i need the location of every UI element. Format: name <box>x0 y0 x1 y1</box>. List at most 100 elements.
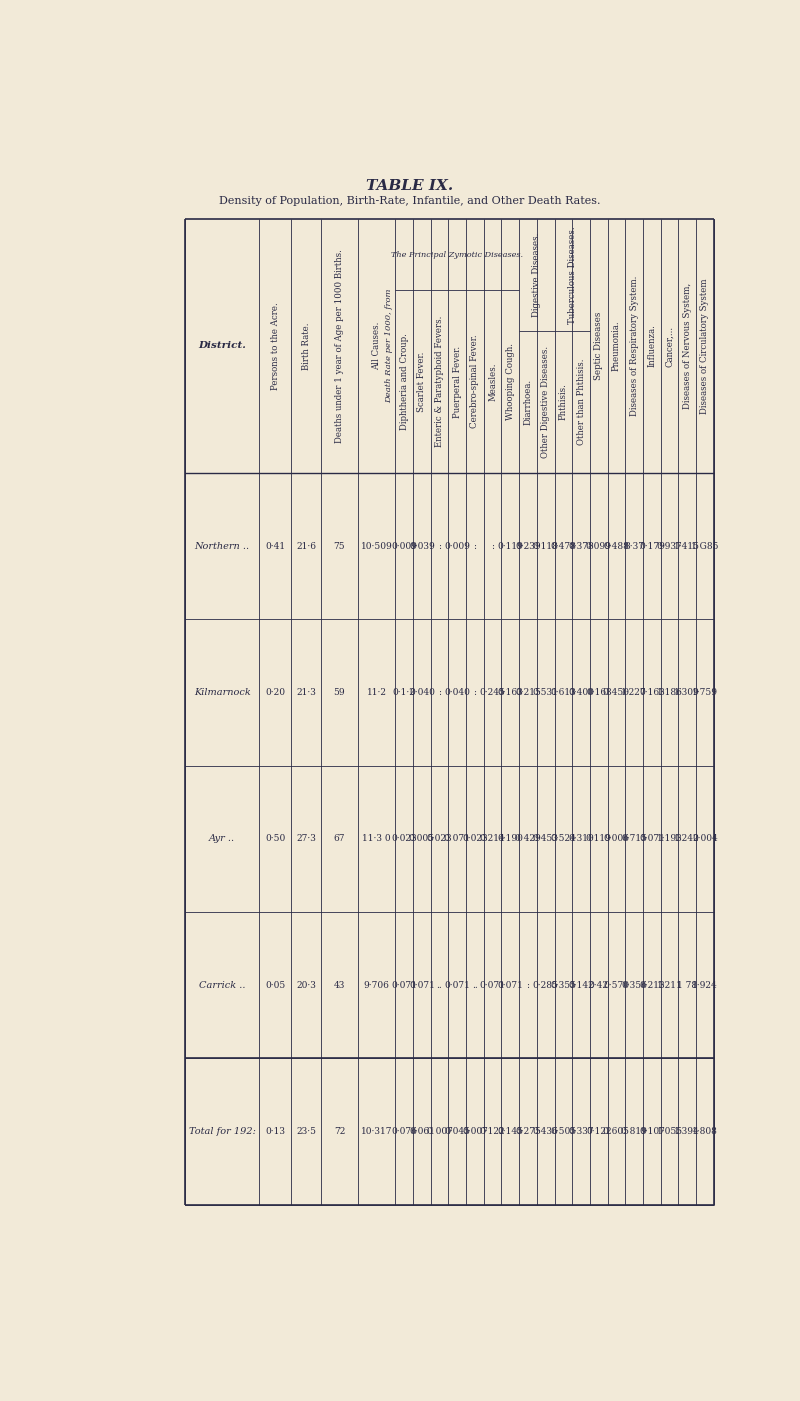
Text: 0·145: 0·145 <box>498 1126 523 1136</box>
Text: 1·211: 1·211 <box>657 981 682 989</box>
Text: :: : <box>491 542 494 551</box>
Text: 0·355: 0·355 <box>550 981 576 989</box>
Text: 0·378: 0·378 <box>568 542 594 551</box>
Text: 1·759: 1·759 <box>692 688 718 696</box>
Text: 0·009: 0·009 <box>444 542 470 551</box>
Text: Phthisis.: Phthisis. <box>559 384 568 420</box>
Text: 0·1·2: 0·1·2 <box>393 688 415 696</box>
Text: 0 605: 0 605 <box>603 1126 630 1136</box>
Text: 0 429: 0 429 <box>515 834 541 843</box>
Text: 67: 67 <box>334 834 346 843</box>
Text: 0·118: 0·118 <box>533 542 558 551</box>
Text: 23·5: 23·5 <box>296 1126 316 1136</box>
Text: 0·20: 0·20 <box>265 688 285 696</box>
Text: 0·505: 0·505 <box>550 1126 577 1136</box>
Text: 0·099: 0·099 <box>586 542 612 551</box>
Text: 0·41: 0·41 <box>265 542 286 551</box>
Text: Diseases of Circulatory System: Diseases of Circulatory System <box>701 279 710 413</box>
Text: Ayr ..: Ayr .. <box>209 834 235 843</box>
Text: Persons to the Acre.: Persons to the Acre. <box>270 303 280 389</box>
Text: 1·186: 1·186 <box>657 688 682 696</box>
Text: 1·415: 1·415 <box>674 542 700 551</box>
Text: 75: 75 <box>334 542 346 551</box>
Text: ..: .. <box>437 981 442 989</box>
Text: Birth Rate.: Birth Rate. <box>302 322 310 370</box>
Text: 0·570: 0·570 <box>603 981 630 989</box>
Text: 0·13: 0·13 <box>265 1126 285 1136</box>
Text: 0·023: 0·023 <box>391 834 417 843</box>
Text: Northern ..: Northern .. <box>194 542 250 551</box>
Text: Whooping Cough.: Whooping Cough. <box>506 343 514 420</box>
Text: 0·285: 0·285 <box>533 981 558 989</box>
Text: 1 G85: 1 G85 <box>691 542 718 551</box>
Text: 0·239: 0·239 <box>515 542 541 551</box>
Text: 0·107: 0·107 <box>639 1126 665 1136</box>
Text: 0·071: 0·071 <box>444 981 470 989</box>
Text: 59: 59 <box>334 688 346 696</box>
Text: 0·214: 0·214 <box>480 834 506 843</box>
Text: 1·394: 1·394 <box>674 1126 700 1136</box>
Text: 0·715: 0·715 <box>621 834 647 843</box>
Text: 0 007: 0 007 <box>426 1126 453 1136</box>
Text: 27·3: 27·3 <box>296 834 316 843</box>
Text: 0·524: 0·524 <box>550 834 576 843</box>
Text: 0 819: 0 819 <box>622 1126 647 1136</box>
Text: 11·3 0: 11·3 0 <box>362 834 391 843</box>
Text: 0·05: 0·05 <box>265 981 286 989</box>
Text: 0·488: 0·488 <box>603 542 630 551</box>
Text: ..: .. <box>472 981 478 989</box>
Text: :: : <box>474 688 477 696</box>
Text: 0·076: 0·076 <box>391 1126 417 1136</box>
Text: 0·005: 0·005 <box>409 834 435 843</box>
Text: 0·163: 0·163 <box>639 688 665 696</box>
Text: 0·50: 0·50 <box>265 834 286 843</box>
Text: 0·613: 0·613 <box>550 688 576 696</box>
Text: Diphtheria and Croup.: Diphtheria and Croup. <box>400 333 409 430</box>
Text: 9·706: 9·706 <box>364 981 390 989</box>
Text: 0·071: 0·071 <box>480 981 506 989</box>
Text: 0·142: 0·142 <box>568 981 594 989</box>
Text: 0·023: 0·023 <box>462 834 488 843</box>
Text: 2·004: 2·004 <box>692 834 718 843</box>
Text: The Principal Zymotic Diseases.: The Principal Zymotic Diseases. <box>391 251 523 259</box>
Text: Scarlet Fever.: Scarlet Fever. <box>418 352 426 412</box>
Text: 0·040: 0·040 <box>444 688 470 696</box>
Text: Tuberculous Diseases.: Tuberculous Diseases. <box>568 226 577 324</box>
Text: 0·163: 0·163 <box>586 688 612 696</box>
Text: 0 450: 0 450 <box>603 688 630 696</box>
Text: Other Digestive Diseases.: Other Digestive Diseases. <box>541 346 550 458</box>
Text: 0·071: 0·071 <box>409 981 434 989</box>
Text: 0 071: 0 071 <box>444 834 470 843</box>
Text: 0·42: 0·42 <box>589 981 609 989</box>
Text: 0·179: 0·179 <box>639 542 665 551</box>
Text: 10·509: 10·509 <box>361 542 393 551</box>
Text: 10·317: 10·317 <box>361 1126 393 1136</box>
Text: 0·119: 0·119 <box>498 542 523 551</box>
Text: 0·122: 0·122 <box>480 1126 506 1136</box>
Text: 1·055: 1·055 <box>657 1126 682 1136</box>
Text: 0·337: 0·337 <box>568 1126 594 1136</box>
Text: 8·37: 8·37 <box>624 542 644 551</box>
Text: Density of Population, Birth-Rate, Infantile, and Other Death Rates.: Density of Population, Birth-Rate, Infan… <box>219 196 601 206</box>
Text: 0·163: 0·163 <box>498 688 523 696</box>
Text: 0·119: 0·119 <box>586 834 612 843</box>
Text: Puerperal Fever.: Puerperal Fever. <box>453 346 462 417</box>
Text: 1·240: 1·240 <box>674 834 700 843</box>
Text: District.: District. <box>198 342 246 350</box>
Text: 0·071: 0·071 <box>391 981 417 989</box>
Text: 0·400: 0·400 <box>568 688 594 696</box>
Text: Death Rate per 1000, from: Death Rate per 1000, from <box>385 289 393 403</box>
Text: Carrick ..: Carrick .. <box>199 981 246 989</box>
Text: Diseases of Nervous System,: Diseases of Nervous System, <box>682 283 692 409</box>
Text: Cerebro-spinal Fever.: Cerebro-spinal Fever. <box>470 335 479 429</box>
Text: 11·2: 11·2 <box>366 688 386 696</box>
Text: 0·190: 0·190 <box>498 834 523 843</box>
Text: 0·310: 0·310 <box>568 834 594 843</box>
Text: Kilmarnock: Kilmarnock <box>194 688 250 696</box>
Text: 0·436: 0·436 <box>533 1126 558 1136</box>
Text: Diseases of Respiratory System.: Diseases of Respiratory System. <box>630 276 638 416</box>
Text: Enteric & Paratyphoid Fevers.: Enteric & Paratyphoid Fevers. <box>435 315 444 447</box>
Text: 43: 43 <box>334 981 345 989</box>
Text: 0·215: 0·215 <box>515 688 541 696</box>
Text: Diarrhoea.: Diarrhoea. <box>523 378 533 425</box>
